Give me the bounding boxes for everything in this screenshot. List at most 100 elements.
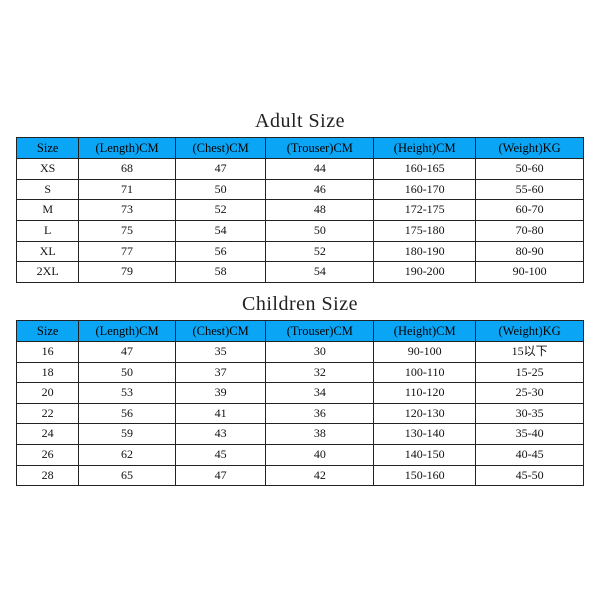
col-header-height: (Height)CM (374, 138, 476, 159)
cell-length: 53 (79, 383, 175, 404)
cell-trouser: 38 (266, 424, 374, 445)
cell-trouser: 54 (266, 262, 374, 283)
table-row: 2XL795854190-20090-100 (17, 262, 584, 283)
table-row: 1647353090-10015以下 (17, 342, 584, 363)
col-header-trouser: (Trouser)CM (266, 138, 374, 159)
table-row: 28654742150-16045-50 (17, 465, 584, 486)
children-header-row: Size (Length)CM (Chest)CM (Trouser)CM (H… (17, 320, 584, 341)
cell-weight: 40-45 (476, 445, 584, 466)
cell-size: XL (17, 241, 79, 262)
cell-height: 150-160 (374, 465, 476, 486)
cell-trouser: 30 (266, 342, 374, 363)
table-row: 24594338130-14035-40 (17, 424, 584, 445)
cell-length: 59 (79, 424, 175, 445)
cell-weight: 50-60 (476, 159, 584, 180)
col-header-length: (Length)CM (79, 138, 175, 159)
cell-length: 56 (79, 403, 175, 424)
cell-weight: 90-100 (476, 262, 584, 283)
cell-length: 47 (79, 342, 175, 363)
cell-chest: 35 (175, 342, 266, 363)
col-header-height: (Height)CM (374, 320, 476, 341)
cell-height: 140-150 (374, 445, 476, 466)
table-row: 20533934110-12025-30 (17, 383, 584, 404)
table-row: 18503732100-11015-25 (17, 362, 584, 383)
cell-weight: 45-50 (476, 465, 584, 486)
cell-length: 75 (79, 221, 175, 242)
cell-trouser: 34 (266, 383, 374, 404)
table-row: M735248172-17560-70 (17, 200, 584, 221)
cell-trouser: 32 (266, 362, 374, 383)
table-row: 22564136120-13030-35 (17, 403, 584, 424)
cell-chest: 54 (175, 221, 266, 242)
cell-chest: 50 (175, 179, 266, 200)
cell-trouser: 48 (266, 200, 374, 221)
table-row: S715046160-17055-60 (17, 179, 584, 200)
cell-chest: 47 (175, 465, 266, 486)
cell-length: 50 (79, 362, 175, 383)
cell-weight: 55-60 (476, 179, 584, 200)
cell-height: 100-110 (374, 362, 476, 383)
cell-length: 77 (79, 241, 175, 262)
col-header-length: (Length)CM (79, 320, 175, 341)
table-row: XS684744160-16550-60 (17, 159, 584, 180)
cell-chest: 47 (175, 159, 266, 180)
table-row: 26624540140-15040-45 (17, 445, 584, 466)
cell-size: 24 (17, 424, 79, 445)
size-chart-page: Adult Size Size (Length)CM (Chest)CM (Tr… (0, 0, 600, 600)
cell-height: 120-130 (374, 403, 476, 424)
adult-size-table: Size (Length)CM (Chest)CM (Trouser)CM (H… (16, 137, 584, 283)
cell-height: 160-170 (374, 179, 476, 200)
col-header-chest: (Chest)CM (175, 320, 266, 341)
cell-size: M (17, 200, 79, 221)
spacer (16, 283, 584, 293)
col-header-size: Size (17, 138, 79, 159)
col-header-trouser: (Trouser)CM (266, 320, 374, 341)
cell-weight: 15以下 (476, 342, 584, 363)
cell-weight: 80-90 (476, 241, 584, 262)
cell-trouser: 40 (266, 445, 374, 466)
cell-height: 110-120 (374, 383, 476, 404)
cell-size: S (17, 179, 79, 200)
cell-trouser: 46 (266, 179, 374, 200)
cell-size: 16 (17, 342, 79, 363)
children-title: Children Size (16, 293, 584, 316)
children-size-table: Size (Length)CM (Chest)CM (Trouser)CM (H… (16, 320, 584, 486)
cell-chest: 39 (175, 383, 266, 404)
cell-weight: 35-40 (476, 424, 584, 445)
cell-height: 175-180 (374, 221, 476, 242)
col-header-weight: (Weight)KG (476, 138, 584, 159)
cell-chest: 41 (175, 403, 266, 424)
cell-trouser: 50 (266, 221, 374, 242)
cell-length: 79 (79, 262, 175, 283)
cell-length: 68 (79, 159, 175, 180)
cell-trouser: 44 (266, 159, 374, 180)
adult-title: Adult Size (16, 110, 584, 133)
table-row: L755450175-18070-80 (17, 221, 584, 242)
cell-chest: 58 (175, 262, 266, 283)
cell-height: 172-175 (374, 200, 476, 221)
table-row: XL775652180-19080-90 (17, 241, 584, 262)
cell-size: XS (17, 159, 79, 180)
cell-length: 71 (79, 179, 175, 200)
cell-size: 18 (17, 362, 79, 383)
cell-height: 130-140 (374, 424, 476, 445)
cell-trouser: 42 (266, 465, 374, 486)
cell-chest: 52 (175, 200, 266, 221)
cell-chest: 56 (175, 241, 266, 262)
cell-weight: 15-25 (476, 362, 584, 383)
adult-header-row: Size (Length)CM (Chest)CM (Trouser)CM (H… (17, 138, 584, 159)
col-header-weight: (Weight)KG (476, 320, 584, 341)
cell-chest: 45 (175, 445, 266, 466)
cell-height: 180-190 (374, 241, 476, 262)
cell-size: 26 (17, 445, 79, 466)
cell-chest: 43 (175, 424, 266, 445)
cell-length: 65 (79, 465, 175, 486)
cell-length: 62 (79, 445, 175, 466)
cell-size: 20 (17, 383, 79, 404)
cell-height: 190-200 (374, 262, 476, 283)
cell-size: 28 (17, 465, 79, 486)
cell-size: 22 (17, 403, 79, 424)
cell-size: 2XL (17, 262, 79, 283)
cell-weight: 30-35 (476, 403, 584, 424)
col-header-chest: (Chest)CM (175, 138, 266, 159)
